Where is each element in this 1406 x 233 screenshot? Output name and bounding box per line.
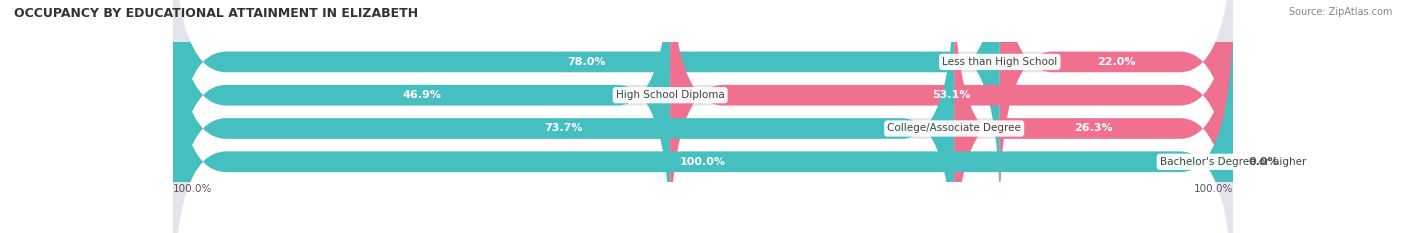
- FancyBboxPatch shape: [671, 0, 1233, 233]
- Text: Less than High School: Less than High School: [942, 57, 1057, 67]
- Text: 100.0%: 100.0%: [173, 184, 212, 194]
- FancyBboxPatch shape: [173, 0, 1233, 233]
- FancyBboxPatch shape: [173, 6, 1233, 233]
- FancyBboxPatch shape: [173, 0, 1000, 218]
- FancyBboxPatch shape: [173, 0, 1233, 218]
- Text: 46.9%: 46.9%: [402, 90, 441, 100]
- Text: 53.1%: 53.1%: [932, 90, 970, 100]
- Text: 0.0%: 0.0%: [1249, 157, 1279, 167]
- Text: 100.0%: 100.0%: [1194, 184, 1233, 194]
- Text: Bachelor's Degree or higher: Bachelor's Degree or higher: [1160, 157, 1306, 167]
- Text: College/Associate Degree: College/Associate Degree: [887, 123, 1021, 134]
- Text: 26.3%: 26.3%: [1074, 123, 1114, 134]
- FancyBboxPatch shape: [173, 0, 955, 233]
- FancyBboxPatch shape: [173, 0, 1233, 233]
- Text: OCCUPANCY BY EDUCATIONAL ATTAINMENT IN ELIZABETH: OCCUPANCY BY EDUCATIONAL ATTAINMENT IN E…: [14, 7, 418, 20]
- Text: 100.0%: 100.0%: [681, 157, 725, 167]
- FancyBboxPatch shape: [173, 6, 1233, 233]
- Text: Source: ZipAtlas.com: Source: ZipAtlas.com: [1288, 7, 1392, 17]
- FancyBboxPatch shape: [955, 0, 1233, 233]
- Text: High School Diploma: High School Diploma: [616, 90, 724, 100]
- FancyBboxPatch shape: [1000, 0, 1233, 218]
- Text: 73.7%: 73.7%: [544, 123, 583, 134]
- Text: 22.0%: 22.0%: [1097, 57, 1136, 67]
- Text: 78.0%: 78.0%: [567, 57, 606, 67]
- FancyBboxPatch shape: [173, 0, 671, 233]
